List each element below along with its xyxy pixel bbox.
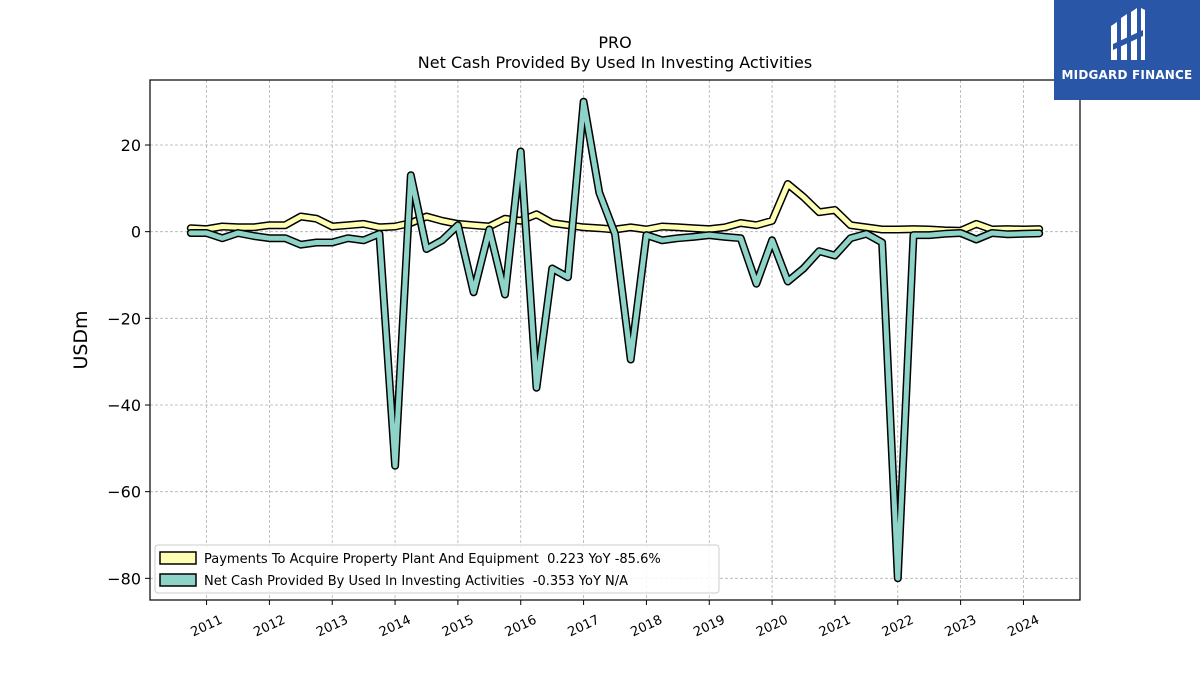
x-axis-ticks: 2011 2012 2013 2014 2015 2016 2017 2018 2019 2020… bbox=[189, 600, 1042, 640]
x-tick-label: 2016 bbox=[503, 613, 539, 641]
logo-brand-text: MIDGARD FINANCE bbox=[1061, 68, 1193, 82]
y-axis-ticks: 20 0 −20 −40 −60 −80 bbox=[107, 136, 150, 588]
y-axis-label: USDm bbox=[70, 310, 92, 369]
legend-label-capex: Payments To Acquire Property Plant And E… bbox=[204, 552, 661, 567]
y-tick-label: −80 bbox=[107, 569, 141, 588]
x-tick-label: 2024 bbox=[1005, 613, 1041, 641]
x-tick-label: 2011 bbox=[189, 613, 225, 641]
x-tick-label: 2012 bbox=[251, 613, 287, 641]
x-tick-label: 2018 bbox=[628, 613, 664, 641]
series-line-1 bbox=[188, 99, 1042, 581]
chart-title: PRO bbox=[598, 33, 631, 52]
y-tick-label: −20 bbox=[107, 309, 141, 328]
chart-subtitle: Net Cash Provided By Used In Investing A… bbox=[418, 53, 812, 72]
y-tick-label: −60 bbox=[107, 483, 141, 502]
series-outline-1 bbox=[186, 97, 1044, 583]
legend: Payments To Acquire Property Plant And E… bbox=[154, 544, 720, 594]
x-tick-label: 2015 bbox=[440, 613, 476, 641]
legend-label-investing: Net Cash Provided By Used In Investing A… bbox=[204, 574, 628, 589]
legend-swatch-investing bbox=[159, 573, 197, 587]
series-layer bbox=[186, 97, 1044, 583]
legend-box bbox=[154, 544, 720, 594]
x-tick-label: 2023 bbox=[943, 613, 979, 641]
x-tick-label: 2013 bbox=[314, 613, 350, 641]
x-tick-label: 2014 bbox=[377, 613, 413, 641]
y-tick-label: −40 bbox=[107, 396, 141, 415]
x-tick-label: 2021 bbox=[817, 613, 853, 641]
midgard-logo-icon bbox=[1111, 8, 1145, 60]
x-tick-label: 2020 bbox=[754, 613, 790, 641]
brand-logo: MIDGARD FINANCE bbox=[1054, 0, 1200, 100]
x-tick-label: 2022 bbox=[880, 613, 916, 641]
x-tick-label: 2017 bbox=[566, 613, 602, 641]
y-tick-label: 0 bbox=[131, 223, 141, 242]
y-tick-label: 20 bbox=[121, 136, 141, 155]
grid-lines bbox=[150, 80, 1080, 600]
x-tick-label: 2019 bbox=[691, 613, 727, 641]
plot-area-frame bbox=[149, 79, 1081, 601]
legend-swatch-capex bbox=[159, 551, 197, 565]
